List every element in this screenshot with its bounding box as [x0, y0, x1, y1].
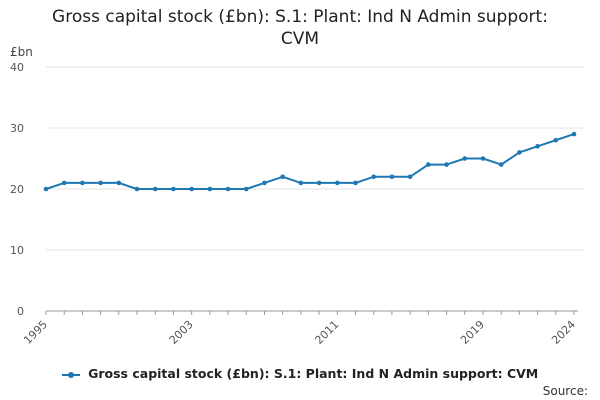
data-point [407, 174, 413, 180]
data-point [498, 162, 504, 167]
data-point [189, 186, 194, 192]
data-point [553, 137, 559, 143]
x-tick-label: 2024 [549, 318, 578, 347]
data-point [280, 174, 285, 180]
data-point [571, 131, 577, 137]
chart-legend: Gross capital stock (£bn): S.1: Plant: I… [0, 366, 600, 381]
data-point [98, 180, 103, 186]
data-point [444, 162, 449, 167]
data-point [43, 186, 49, 192]
data-point [134, 186, 140, 192]
chart-title: Gross capital stock (£bn): S.1: Plant: I… [0, 6, 600, 50]
chart-title-line-1: Gross capital stock (£bn): S.1: Plant: I… [52, 7, 548, 27]
y-tick-label: 30 [10, 122, 24, 135]
series-line [45, 133, 575, 190]
data-point [207, 186, 213, 192]
data-point [298, 180, 304, 186]
data-point [353, 180, 358, 186]
data-point [262, 180, 267, 186]
chart-title-line-2: CVM [280, 29, 320, 49]
data-point [462, 156, 468, 161]
y-tick-label: 20 [10, 183, 24, 196]
data-point [480, 156, 486, 161]
data-point [426, 162, 431, 167]
legend-label: Gross capital stock (£bn): S.1: Plant: I… [88, 366, 539, 381]
data-point [243, 186, 249, 192]
data-point [61, 180, 67, 186]
x-tick-label: 2019 [458, 318, 487, 347]
y-axis-label: £bn [10, 45, 33, 59]
y-tick-label: 10 [10, 244, 24, 257]
x-tick-label: 2003 [167, 318, 196, 347]
data-point [152, 186, 158, 192]
x-tick-label: 2011 [312, 318, 341, 347]
data-point [116, 180, 122, 186]
data-point [80, 180, 85, 186]
data-point [371, 174, 377, 180]
y-tick-label: 0 [17, 305, 24, 318]
data-point [171, 186, 176, 192]
data-point [535, 144, 540, 149]
data-point [225, 186, 231, 192]
data-point [389, 174, 395, 180]
legend-swatch-dot [67, 371, 74, 378]
data-point [335, 180, 340, 186]
source-note: Source: [542, 384, 588, 398]
data-point [517, 150, 522, 155]
data-point [316, 180, 322, 186]
x-tick-label: 1995 [21, 318, 50, 347]
legend-swatch [61, 370, 80, 380]
y-tick-label: 40 [10, 61, 24, 74]
